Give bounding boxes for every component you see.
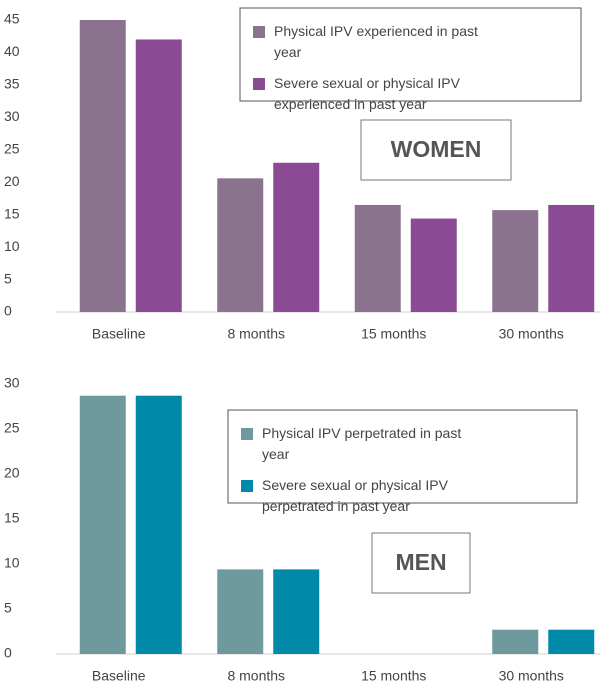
x-tick-label: 30 months (499, 326, 564, 342)
legend-box (239, 7, 582, 102)
bar (548, 629, 595, 654)
x-tick-label: 8 months (227, 326, 285, 342)
y-tick-label: 40 (4, 43, 20, 59)
y-tick-label: 10 (4, 238, 20, 254)
bar (548, 204, 595, 312)
legend: Physical IPV experienced in past year Seve… (239, 7, 582, 112)
y-tick-label: 45 (4, 11, 20, 27)
x-tick-label: Baseline (92, 326, 146, 342)
legend-swatch (241, 428, 253, 440)
bar (135, 39, 182, 312)
y-tick-label: 25 (4, 420, 20, 436)
y-tick-label: 20 (4, 465, 20, 481)
bar (79, 395, 126, 654)
y-tick-label: 35 (4, 76, 20, 92)
legend-box (227, 409, 578, 504)
y-tick-label: 15 (4, 205, 20, 221)
bar (79, 20, 126, 312)
legend: Physical IPV perpetrated in past year Seve… (227, 409, 578, 514)
bar (273, 162, 320, 312)
bar (217, 178, 264, 312)
x-tick-label: 15 months (361, 326, 426, 342)
bar (217, 569, 264, 654)
y-tick-label: 30 (4, 108, 20, 124)
y-tick-label: 30 (4, 375, 20, 391)
legend-swatch (241, 480, 253, 492)
y-tick-label: 0 (4, 645, 12, 661)
x-tick-label: Baseline (92, 668, 146, 684)
legend-label: Physical IPV experienced in past year (274, 23, 478, 60)
legend-label: Severe sexual or physical IPV perpetrated… (262, 477, 449, 514)
y-tick-label: 15 (4, 510, 20, 526)
legend-label: Severe sexual or physical IPV experienced… (274, 75, 461, 112)
bar (492, 629, 539, 654)
annotation-box (371, 532, 471, 594)
x-tick-label: 15 months (361, 668, 426, 684)
annotation: WOMEN (391, 136, 482, 162)
annotation: MEN (395, 549, 446, 575)
x-tick-label: 30 months (499, 668, 564, 684)
bar (354, 204, 401, 312)
legend-label: Physical IPV perpetrated in past year (262, 425, 461, 462)
legend-swatch (253, 78, 265, 90)
bar (410, 218, 457, 312)
bar-chart: 0 5 10 15 20 25 30 35 40 45 Baseline 8 months 15 mon… (4, 7, 600, 342)
y-tick-label: 0 (4, 303, 12, 319)
y-tick-label: 10 (4, 555, 20, 571)
legend-swatch (253, 26, 265, 38)
annotation-box (360, 119, 512, 181)
y-tick-label: 5 (4, 600, 12, 616)
y-tick-label: 20 (4, 173, 20, 189)
x-tick-label: 8 months (227, 668, 285, 684)
bar (492, 210, 539, 312)
bar (273, 569, 320, 654)
y-tick-label: 5 (4, 270, 12, 286)
bar (135, 395, 182, 654)
bar-chart: 0 5 10 15 20 25 30 Baseline 8 months 15 months 30 … (4, 375, 600, 684)
y-tick-label: 25 (4, 140, 20, 156)
